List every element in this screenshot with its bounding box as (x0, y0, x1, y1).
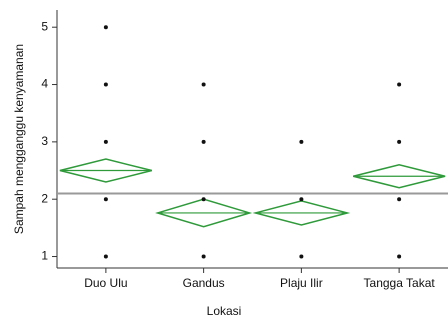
data-point (397, 254, 402, 259)
data-point (397, 197, 402, 202)
y-tick-label: 4 (41, 77, 48, 91)
y-tick-label: 5 (41, 19, 48, 33)
data-point (201, 82, 206, 87)
y-axis-label: Sampah mengganggu kenyamanan (12, 44, 26, 234)
x-tick-label: Tangga Takat (364, 276, 436, 290)
data-point (299, 254, 304, 259)
data-point (103, 254, 108, 259)
x-tick-label: Duo Ulu (84, 276, 127, 290)
data-point (103, 139, 108, 144)
y-tick-label: 3 (41, 134, 48, 148)
x-axis-label: Lokasi (207, 304, 242, 318)
data-point (201, 254, 206, 259)
data-point (201, 139, 206, 144)
y-tick-label: 1 (41, 249, 48, 263)
x-tick-label: Gandus (183, 276, 225, 290)
data-point (201, 197, 206, 202)
data-point (103, 197, 108, 202)
data-point (299, 139, 304, 144)
data-point (397, 82, 402, 87)
x-tick-label: Plaju Ilir (280, 276, 323, 290)
data-point (103, 25, 108, 30)
data-point (103, 82, 108, 87)
data-point (299, 197, 304, 202)
y-tick-label: 2 (41, 191, 48, 205)
data-point (397, 139, 402, 144)
